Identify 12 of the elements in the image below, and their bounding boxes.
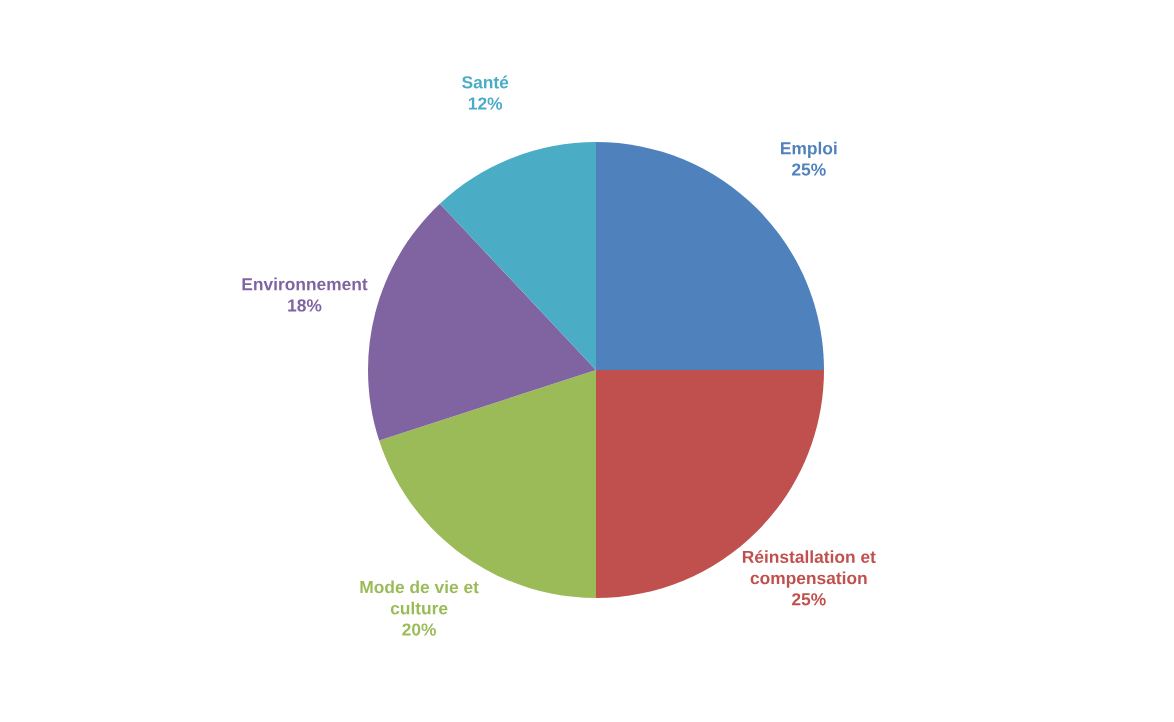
slice-label: Mode de vie et culture: [360, 580, 479, 615]
slice-label: Environnement: [242, 277, 368, 291]
data-label: 12%: [468, 97, 503, 110]
slice-label: Santé: [462, 75, 509, 89]
data-label: 25%: [792, 163, 826, 176]
data-label: 20%: [402, 623, 437, 636]
data-label: 18%: [288, 299, 322, 312]
data-label: 25%: [792, 593, 826, 606]
slice-label: Emploi: [781, 141, 837, 158]
pie-slice: [368, 203, 596, 441]
slice-label: Réinstallation et compensation: [742, 550, 876, 588]
pie-slice: [439, 142, 596, 370]
